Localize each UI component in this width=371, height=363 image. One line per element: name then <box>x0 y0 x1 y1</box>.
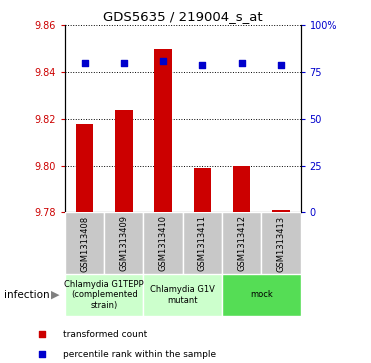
Bar <box>144 212 183 274</box>
Text: ▶: ▶ <box>52 290 60 300</box>
Text: mock: mock <box>250 290 273 299</box>
Bar <box>144 274 222 316</box>
Point <box>82 60 88 66</box>
Bar <box>261 212 301 274</box>
Text: infection: infection <box>4 290 49 300</box>
Text: transformed count: transformed count <box>63 330 147 339</box>
Bar <box>65 274 144 316</box>
Bar <box>194 168 211 212</box>
Point <box>121 60 127 66</box>
Bar <box>233 166 250 212</box>
Text: percentile rank within the sample: percentile rank within the sample <box>63 350 216 359</box>
Title: GDS5635 / 219004_s_at: GDS5635 / 219004_s_at <box>103 10 263 23</box>
Bar <box>222 212 261 274</box>
Point <box>39 331 45 337</box>
Point <box>160 58 166 64</box>
Text: Chlamydia G1V
mutant: Chlamydia G1V mutant <box>150 285 215 305</box>
Point <box>199 62 205 68</box>
Text: GSM1313413: GSM1313413 <box>276 215 285 272</box>
Bar <box>104 212 144 274</box>
Bar <box>154 49 172 212</box>
Point <box>278 62 284 68</box>
Point <box>239 60 244 66</box>
Bar <box>115 110 133 212</box>
Text: GSM1313410: GSM1313410 <box>158 215 168 272</box>
Text: GSM1313412: GSM1313412 <box>237 215 246 272</box>
Bar <box>183 212 222 274</box>
Text: GSM1313408: GSM1313408 <box>80 215 89 272</box>
Text: GSM1313409: GSM1313409 <box>119 215 128 272</box>
Bar <box>272 210 290 212</box>
Text: Chlamydia G1TEPP
(complemented
strain): Chlamydia G1TEPP (complemented strain) <box>65 280 144 310</box>
Text: GSM1313411: GSM1313411 <box>198 215 207 272</box>
Bar <box>65 212 104 274</box>
Bar <box>76 123 93 212</box>
Bar <box>222 274 301 316</box>
Point <box>39 351 45 357</box>
